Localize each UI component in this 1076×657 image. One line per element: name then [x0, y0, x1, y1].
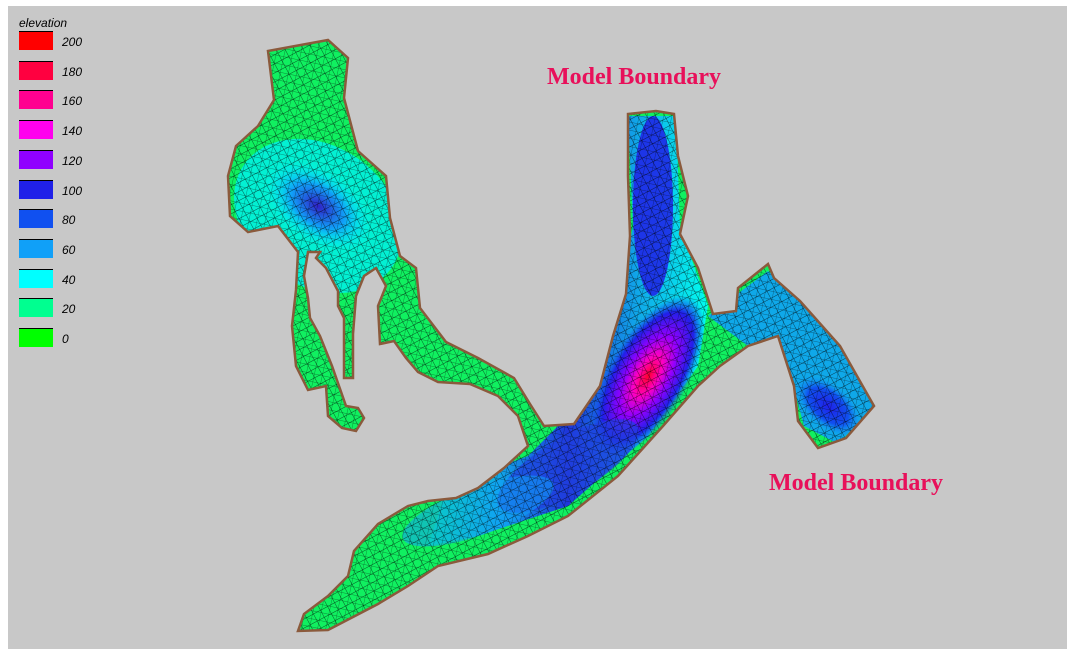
legend-swatch [19, 179, 53, 199]
legend-entry: 100 [19, 179, 99, 199]
map-canvas: elevation 200 180 160 140 120 100 80 60 40 20 0 Mo… [8, 6, 1067, 649]
legend-swatch [19, 60, 53, 80]
mesh-fill [228, 40, 874, 631]
legend-swatch [19, 120, 53, 140]
legend-entry: 40 [19, 268, 99, 288]
legend-swatch [19, 31, 53, 50]
legend-label: 200 [62, 35, 83, 49]
legend-entry: 200 [19, 31, 99, 50]
legend-label: 20 [62, 302, 76, 317]
legend-label: 80 [62, 213, 76, 228]
legend-entry: 60 [19, 238, 99, 258]
legend-label: 140 [62, 124, 83, 139]
legend-label: 160 [62, 94, 83, 109]
legend-label: 0 [62, 332, 69, 346]
model-boundary-label-top: Model Boundary [547, 64, 722, 90]
legend-entry: 160 [19, 90, 99, 110]
legend-swatch [19, 268, 53, 288]
model-boundary-label-right: Model Boundary [769, 470, 944, 496]
legend-entry: 140 [19, 120, 99, 140]
legend-swatch [19, 209, 53, 229]
legend-label: 180 [62, 64, 83, 79]
legend-entry: 180 [19, 60, 99, 80]
legend-swatch [19, 298, 53, 318]
legend-label: 100 [62, 183, 83, 198]
elevation-mesh-map [226, 38, 876, 633]
legend-entry: 0 [19, 328, 99, 347]
legend-entry: 80 [19, 209, 99, 229]
legend-label: 120 [62, 153, 83, 168]
legend-entry: 120 [19, 149, 99, 169]
legend-title: elevation [19, 16, 68, 30]
legend-swatch [19, 238, 53, 258]
legend-swatch [19, 149, 53, 169]
legend-swatch [19, 328, 53, 347]
legend-label: 60 [62, 242, 76, 257]
legend-entry: 20 [19, 298, 99, 318]
legend-label: 40 [62, 272, 76, 287]
legend-swatch [19, 90, 53, 110]
